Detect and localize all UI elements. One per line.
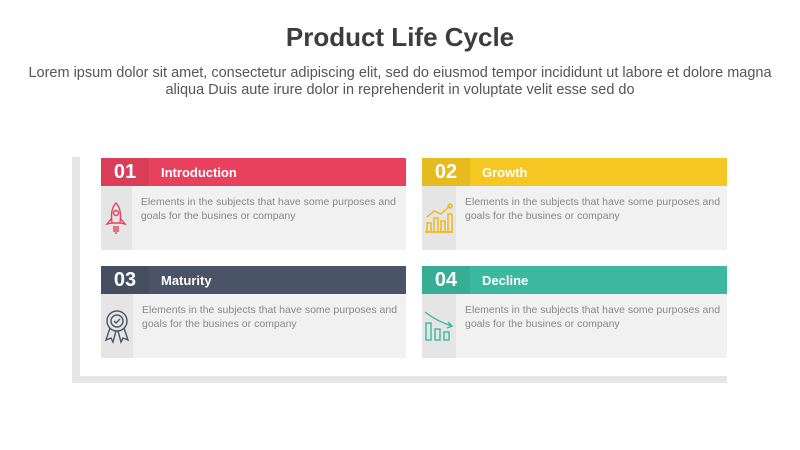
card-label: Maturity	[161, 272, 212, 288]
frame-horizontal-bar	[72, 376, 727, 383]
page-title: Product Life Cycle	[285, 22, 515, 52]
card-label: Growth	[482, 164, 528, 180]
rocket-icon	[101, 186, 132, 250]
card-text: Elements in the subjects that have some …	[140, 196, 396, 222]
growth-chart-icon	[422, 186, 456, 250]
card-text: Elements in the subjects that have some …	[142, 304, 398, 330]
card-label: Decline	[482, 272, 529, 288]
card-number: 01	[101, 158, 149, 186]
card-header: 04 Decline	[422, 266, 727, 294]
card-number: 03	[101, 266, 149, 294]
card-header: 03 Maturity	[101, 266, 406, 294]
card-maturity: 03 Maturity Elements in the subjects tha…	[101, 266, 406, 358]
card-number: 04	[422, 266, 470, 294]
card-introduction: 01 Introduction Elements in the subjects…	[101, 158, 406, 250]
card-growth: 02 Growth Elements in the subjects that …	[422, 158, 727, 250]
card-text: Elements in the subjects that have some …	[465, 196, 721, 222]
card-decline: 04 Decline Elements in the subjects that…	[422, 266, 727, 358]
card-header: 01 Introduction	[101, 158, 406, 186]
card-number: 02	[422, 158, 470, 186]
page-subtitle: Lorem ipsum dolor sit amet, consectetur …	[28, 65, 772, 98]
frame-vertical-bar	[72, 157, 80, 383]
card-header: 02 Growth	[422, 158, 727, 186]
decline-chart-icon	[422, 294, 456, 358]
card-text: Elements in the subjects that have some …	[465, 304, 721, 330]
card-label: Introduction	[161, 164, 237, 180]
award-badge-icon	[101, 294, 133, 358]
